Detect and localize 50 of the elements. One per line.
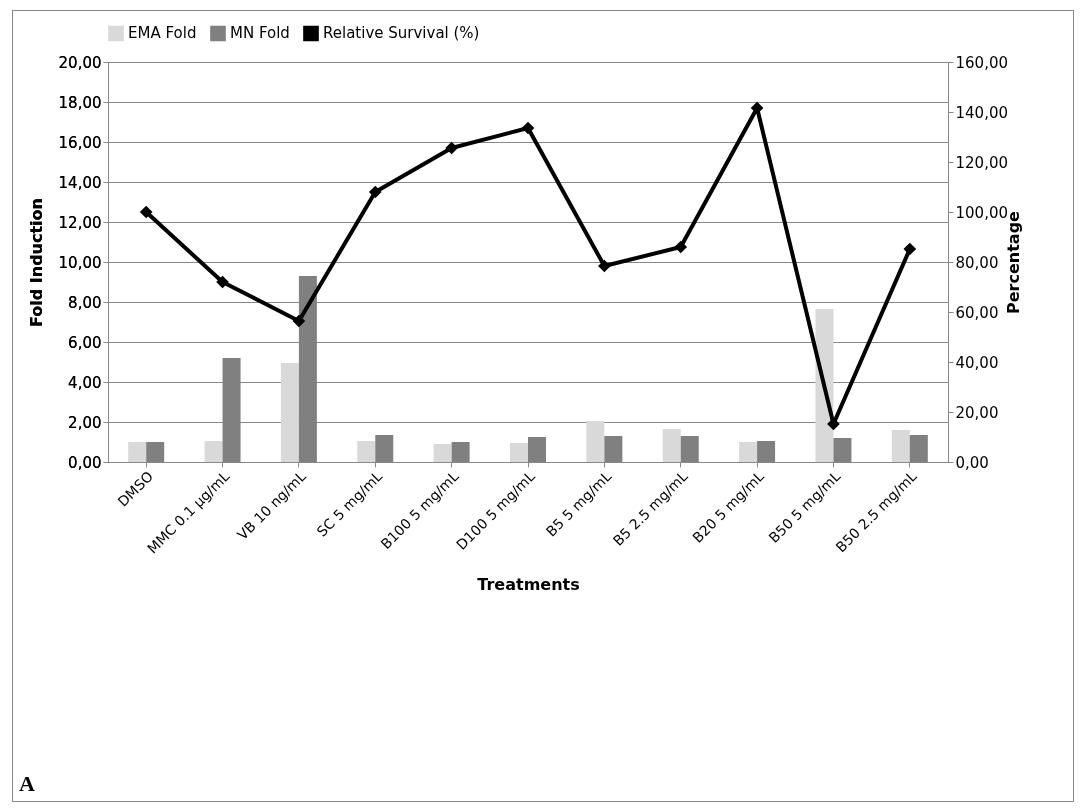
y-tick-label: 10,00	[58, 253, 102, 272]
bar	[510, 443, 528, 462]
bar	[298, 276, 317, 462]
y2-tick-label: 40,00	[955, 353, 999, 372]
bar	[662, 429, 681, 462]
y-tick-label: 2,00	[68, 413, 102, 432]
legend-label: MN Fold	[230, 24, 290, 43]
point	[292, 314, 306, 328]
y2-tick-label: 60,00	[955, 303, 999, 322]
bar	[451, 442, 470, 462]
bar	[680, 436, 699, 462]
y-tick-label: 0,00	[68, 453, 102, 472]
y2-tick-label: 20,00	[955, 403, 999, 422]
bar	[204, 441, 223, 462]
point	[521, 121, 535, 135]
y-tick-label: 16,00	[58, 133, 102, 152]
y-tick-label: 4,00	[68, 373, 102, 392]
bar	[280, 363, 299, 462]
bar	[128, 442, 147, 462]
y2-tick-label: 80,00	[955, 253, 999, 272]
y2-tick-label: 160,00	[955, 53, 1008, 72]
point	[750, 101, 764, 115]
bar	[739, 442, 758, 462]
bar	[222, 358, 241, 462]
bar	[357, 441, 376, 462]
point	[598, 259, 611, 273]
y-tick-label: 20,00	[58, 53, 102, 72]
y2-tick-label: 120,00	[955, 153, 1008, 172]
y2-tick-label: 0,00	[955, 453, 989, 472]
y2-tick-label: 140,00	[955, 103, 1008, 122]
y-tick-label: 14,00	[58, 173, 102, 192]
point	[674, 240, 688, 254]
y-tick-label: 6,00	[68, 333, 102, 352]
legend-label: Relative Survival (%)	[323, 24, 480, 43]
bar	[433, 444, 452, 462]
point	[139, 205, 153, 219]
bar	[586, 421, 605, 462]
point	[368, 185, 382, 199]
text: A	[19, 771, 35, 797]
point	[445, 141, 458, 155]
point	[216, 275, 229, 289]
y-axis-title: Fold Induction	[26, 198, 46, 327]
x-axis-title: Treatments	[477, 574, 580, 594]
bar	[891, 430, 910, 462]
point	[903, 242, 917, 256]
legend-label: EMA Fold	[128, 24, 197, 43]
y-tick-label: 8,00	[68, 293, 102, 312]
y-tick-label: 18,00	[58, 93, 102, 112]
y-tick-label: 12,00	[58, 213, 102, 232]
bar	[909, 435, 928, 462]
